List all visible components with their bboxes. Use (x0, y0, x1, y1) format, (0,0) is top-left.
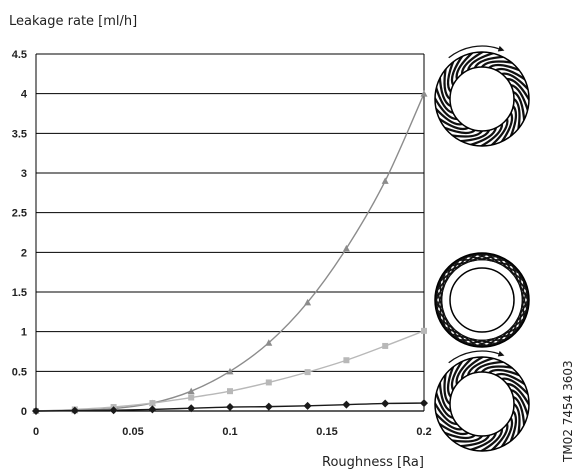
rotation-arrowhead-icon (497, 350, 505, 357)
cross-hatch-line (484, 252, 526, 282)
rotation-arrowhead-icon (497, 45, 505, 52)
ring-outer-edge (434, 51, 530, 147)
cross-hatch-line (436, 264, 451, 313)
y-tick-label-3: 1.5 (12, 287, 27, 299)
plot-frame (35, 54, 425, 412)
data-point-square-8 (343, 357, 350, 364)
cross-hatch-line (450, 334, 499, 345)
data-point-diamond-1 (70, 406, 79, 415)
cross-hatch-line (518, 280, 526, 330)
data-point-diamond-9 (381, 399, 390, 408)
seal-ring-bottom-illustration (434, 350, 530, 452)
ring-inner-edge (449, 371, 515, 437)
cross-hatch-line (508, 260, 526, 282)
x-tick-label-3: 0.15 (316, 426, 337, 438)
cross-hatch-line (513, 264, 528, 313)
y-tick-label-0: 0 (21, 406, 27, 418)
cross-hatch-line (474, 253, 521, 273)
data-point-square-7 (304, 369, 311, 376)
data-point-diamond-5 (226, 403, 234, 412)
data-point-square-3 (149, 400, 156, 407)
y-tick-label-2: 1 (21, 327, 27, 339)
cross-hatch-line (458, 338, 508, 342)
rotation-arrow-icon (448, 350, 499, 364)
y-tick-label-8: 4 (21, 89, 28, 101)
data-point-diamond-4 (187, 404, 196, 413)
y-axis-title: Leakage rate [ml/h] (9, 14, 137, 29)
data-point-diamond-7 (303, 401, 312, 410)
seal-ring-middle-illustration (434, 252, 530, 348)
data-point-square-10 (421, 327, 427, 334)
x-tick-label-4: 0.2 (416, 426, 431, 438)
cross-hatch-line (438, 318, 480, 348)
figure-code: TM02 7454 3603 (561, 360, 575, 463)
data-point-diamond-6 (264, 402, 273, 411)
cross-hatch-line (438, 280, 446, 330)
x-tick-label-0: 0 (33, 426, 39, 438)
cross-hatch-line (525, 290, 529, 316)
data-point-triangle-5 (226, 367, 234, 375)
ring-outer-edge (434, 252, 530, 348)
cross-hatch-line (435, 255, 468, 293)
data-point-triangle-6 (265, 339, 273, 346)
ring-inner-edge (449, 267, 515, 333)
data-point-diamond-8 (342, 400, 351, 409)
data-point-triangle-4 (187, 387, 195, 395)
grid-lines (36, 53, 424, 412)
y-tick-label-1: 0.5 (12, 366, 27, 378)
x-tick-label-1: 0.05 (122, 426, 143, 438)
cross-hatch-line (435, 290, 453, 337)
y-tick-label-4: 2 (21, 247, 27, 259)
data-point-triangle-10 (420, 90, 428, 97)
rotation-arrow-icon (448, 45, 499, 59)
y-tick-label-9: 4.5 (12, 49, 27, 61)
data-point-square-9 (382, 342, 389, 349)
y-tick-labels: 0 0.5 1 1.5 2 2.5 3 3.5 4 4.5 (12, 49, 28, 418)
data-point-diamond-0 (32, 407, 40, 415)
data-point-diamond-10 (420, 399, 428, 408)
cross-hatch-line (465, 255, 514, 266)
data-point-square-4 (188, 394, 195, 401)
cross-hatch-line (437, 252, 478, 284)
data-point-triangle-7 (304, 298, 312, 306)
cross-hatch-line (439, 272, 445, 322)
x-tick-label-2: 0.1 (222, 426, 237, 438)
cross-hatch-line (493, 254, 529, 291)
series-group (32, 90, 428, 415)
y-tick-label-7: 3.5 (12, 128, 27, 140)
y-tick-label-5: 2.5 (12, 208, 27, 220)
x-axis-title: Roughness [Ra] (322, 455, 424, 470)
seal-ring-top-illustration (434, 45, 530, 147)
cross-hatch-line (456, 258, 506, 262)
ring-outer-edge (434, 356, 530, 452)
data-point-square-6 (265, 379, 272, 386)
data-point-diamond-3 (148, 405, 157, 414)
cross-hatch-line (443, 327, 490, 347)
cross-hatch-line (434, 299, 462, 343)
data-point-triangle-9 (381, 177, 389, 184)
data-point-square-5 (227, 388, 233, 395)
data-point-triangle-8 (342, 244, 350, 252)
cross-hatch-line (442, 252, 488, 275)
cross-hatch-line (499, 256, 521, 273)
cross-hatch-line (505, 259, 530, 303)
data-point-diamond-2 (109, 406, 118, 415)
cross-hatch-line (434, 259, 459, 303)
cross-hatch-line (435, 309, 471, 346)
y-tick-label-6: 3 (21, 168, 27, 180)
cross-hatch-line (467, 332, 516, 346)
cross-hatch-line (519, 272, 525, 322)
ring-inner-edge (449, 66, 515, 132)
cross-hatch-line (511, 290, 529, 337)
cross-hatch-line (448, 254, 497, 268)
series-line-triangle (35, 93, 425, 412)
x-tick-labels: 0 0.05 0.1 0.15 0.2 (33, 426, 432, 438)
cross-hatch-line (515, 267, 529, 291)
